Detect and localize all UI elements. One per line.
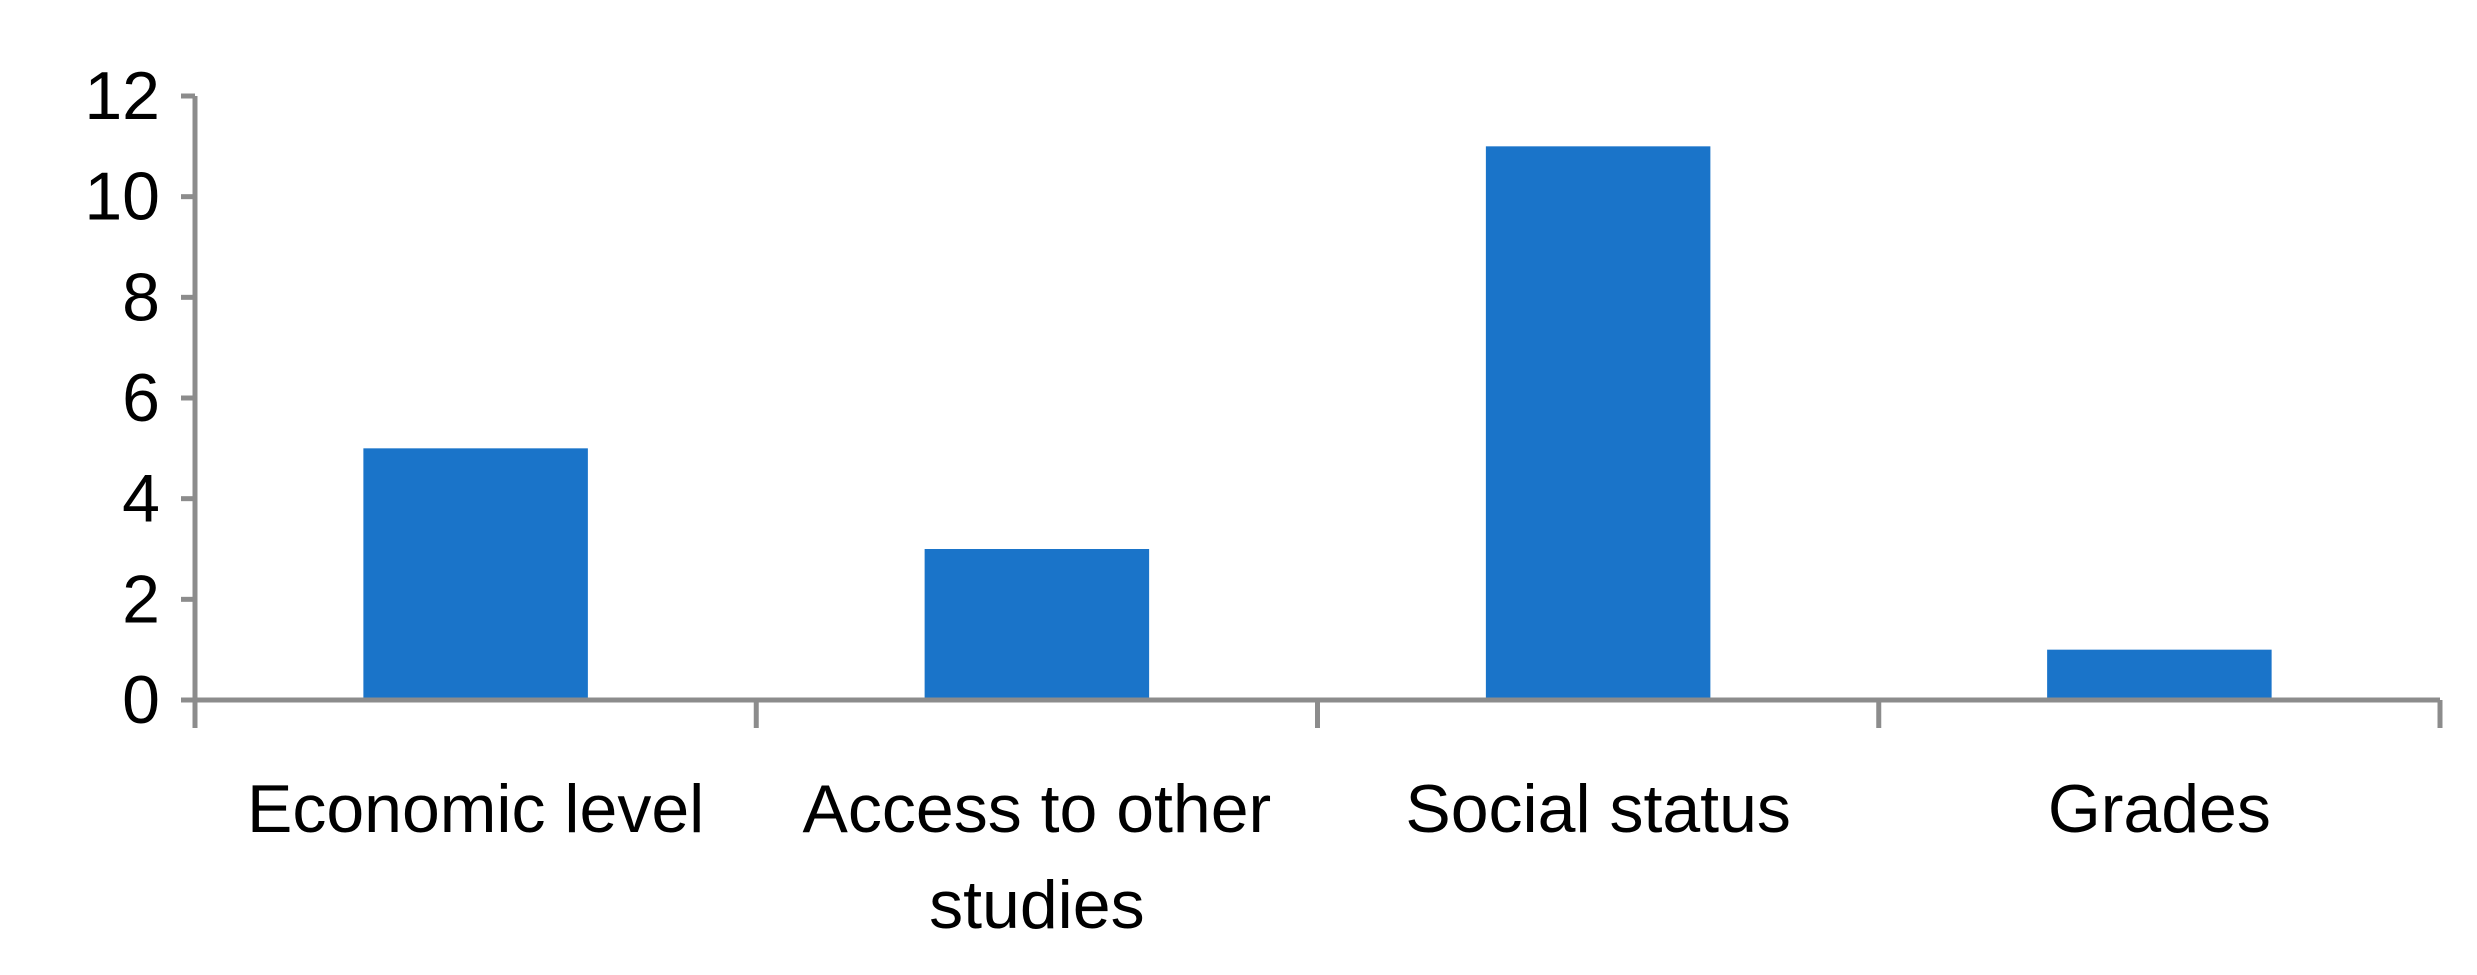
y-tick-label: 4 — [122, 461, 160, 537]
x-tick-label: Social status — [1405, 771, 1791, 847]
y-tick-label: 0 — [122, 662, 160, 738]
y-tick-label: 10 — [84, 159, 160, 235]
y-tick-label: 2 — [122, 561, 160, 637]
x-tick-label: Economic level — [247, 771, 704, 847]
x-tick-label: Access to other studies — [803, 771, 1272, 943]
y-tick-label: 12 — [84, 58, 160, 134]
bars-group — [363, 146, 2272, 701]
bar-social-status — [1485, 146, 1711, 701]
bar-economic-level — [363, 448, 588, 700]
x-tick-label: Grades — [2048, 771, 2271, 847]
bar-grades — [2047, 649, 2272, 700]
y-axis-ticks: 0 2 4 6 8 10 12 — [84, 58, 195, 738]
x-axis-ticks: Economic level Access to other studies Soci… — [192, 700, 2443, 943]
y-tick-label: 6 — [122, 360, 160, 436]
bar-access-to-other-studies — [924, 549, 1150, 700]
y-tick-label: 8 — [122, 259, 160, 335]
